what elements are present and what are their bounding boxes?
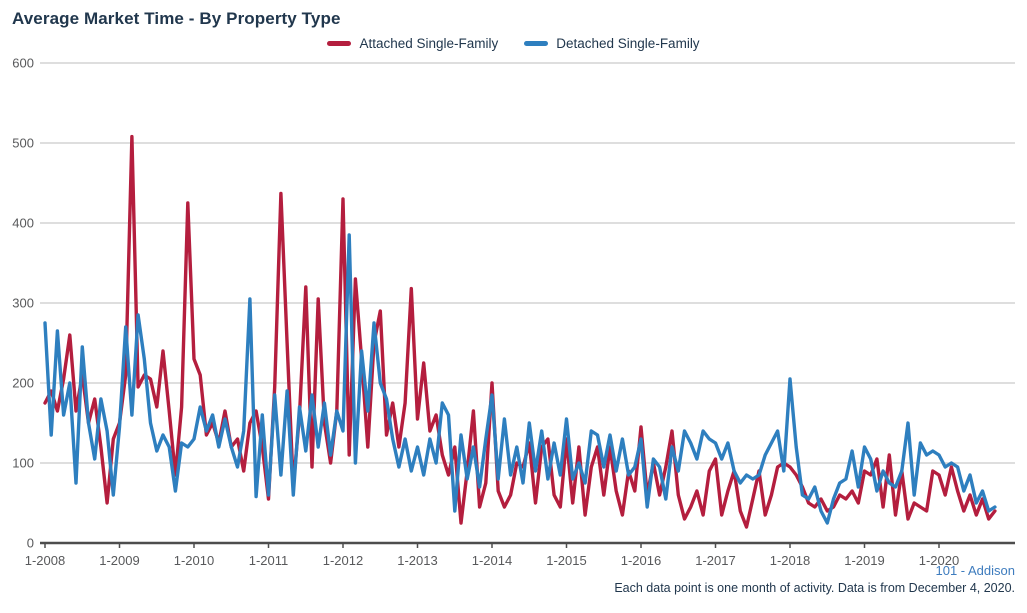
attached-series-swatch-icon xyxy=(327,41,352,46)
legend: Attached Single-Family Detached Single-F… xyxy=(0,36,1027,51)
attribution-link[interactable]: 101 - Addison xyxy=(935,563,1015,578)
legend-item-detached-single-family: Detached Single-Family xyxy=(524,36,700,51)
y-axis-label-300: 300 xyxy=(12,296,34,311)
x-axis-label-1-2014: 1-2014 xyxy=(472,553,512,568)
page-title: Average Market Time - By Property Type xyxy=(12,9,341,28)
x-axis-label-1-2010: 1-2010 xyxy=(174,553,214,568)
y-axis-label-0: 0 xyxy=(27,536,34,551)
x-axis-label-1-2012: 1-2012 xyxy=(323,553,363,568)
legend-label-detached: Detached Single-Family xyxy=(556,36,700,51)
x-axis-label-1-2011: 1-2011 xyxy=(249,553,289,568)
x-axis-label-1-2016: 1-2016 xyxy=(621,553,661,568)
y-axis-label-400: 400 xyxy=(12,216,34,231)
x-axis-label-1-2009: 1-2009 xyxy=(99,553,139,568)
y-axis-label-500: 500 xyxy=(12,136,34,151)
legend-label-attached: Attached Single-Family xyxy=(359,36,499,51)
x-axis-label-1-2008: 1-2008 xyxy=(25,553,65,568)
footnote: Each data point is one month of activity… xyxy=(614,581,1015,595)
y-axis-label-600: 600 xyxy=(12,56,34,71)
y-axis-label-100: 100 xyxy=(12,456,34,471)
x-axis-label-1-2020: 1-2020 xyxy=(919,553,959,568)
x-axis-label-1-2013: 1-2013 xyxy=(397,553,437,568)
x-axis-label-1-2019: 1-2019 xyxy=(844,553,884,568)
chart-footer: 101 - Addison Each data point is one mon… xyxy=(614,563,1015,595)
series-line-detached-single-family[interactable] xyxy=(43,233,997,525)
x-axis-label-1-2015: 1-2015 xyxy=(546,553,586,568)
detached-series-swatch-icon xyxy=(524,41,549,46)
x-axis-label-1-2018: 1-2018 xyxy=(770,553,810,568)
legend-item-attached-single-family: Attached Single-Family xyxy=(327,36,498,51)
y-axis-label-200: 200 xyxy=(12,376,34,391)
x-axis-label-1-2017: 1-2017 xyxy=(695,553,735,568)
